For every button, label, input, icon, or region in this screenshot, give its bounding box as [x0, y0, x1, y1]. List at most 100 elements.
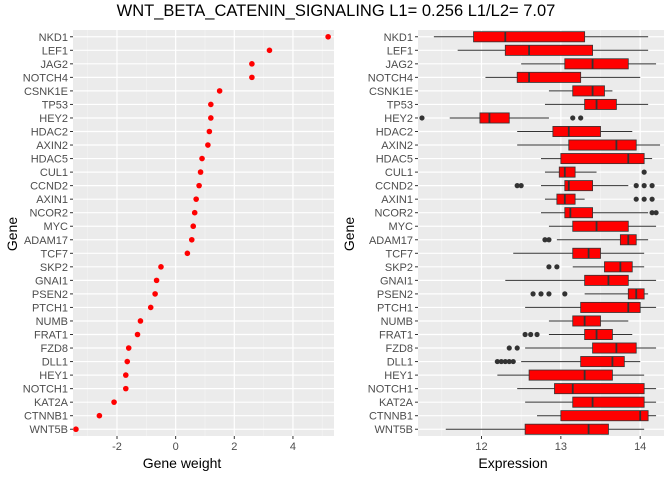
- y-tick-label: DLL1: [42, 357, 68, 369]
- outlier-point: [570, 115, 576, 121]
- y-tick-label: MYC: [389, 221, 414, 233]
- box-plot: [548, 220, 657, 232]
- box-plot: [514, 180, 655, 192]
- data-point: [158, 264, 164, 270]
- data-point: [249, 61, 255, 67]
- box-plot: [497, 369, 645, 381]
- data-point: [216, 88, 223, 94]
- box-iqr: [528, 369, 613, 381]
- box-iqr: [558, 166, 576, 178]
- y-tick-label: JAG2: [40, 59, 68, 71]
- box-iqr: [516, 71, 582, 83]
- outlier-point: [528, 331, 534, 338]
- y-tick-label: HDAC5: [31, 154, 68, 166]
- outlier-point: [649, 210, 655, 216]
- data-point: [184, 250, 191, 257]
- box-iqr: [572, 247, 601, 259]
- data-point: [206, 128, 213, 135]
- box-plot: [537, 410, 657, 422]
- box-plot: [525, 301, 657, 313]
- outlier-point: [653, 210, 659, 216]
- outlier-point: [514, 183, 520, 189]
- box-plot: [517, 126, 633, 137]
- chart-title: WNT_BETA_CATENIN_SIGNALING L1= 0.256 L1/…: [116, 2, 556, 20]
- box-plot: [419, 112, 584, 124]
- data-point: [199, 155, 205, 162]
- y-tick-label: CTNNB1: [369, 411, 413, 423]
- x-tick-label: 12: [475, 441, 487, 453]
- box-plot: [548, 315, 629, 327]
- box-iqr: [604, 261, 633, 273]
- y-tick-label: TP53: [42, 99, 68, 111]
- y-tick-label: HDAC2: [376, 127, 413, 139]
- y-tick-label: CSNK1E: [369, 86, 413, 98]
- outlier-point: [633, 183, 639, 189]
- outlier-point: [546, 237, 552, 243]
- outlier-point: [419, 115, 425, 121]
- y-tick-label: AXIN2: [381, 140, 413, 152]
- outlier-point: [530, 291, 536, 297]
- box-plot: [505, 274, 657, 286]
- box-plot: [546, 261, 645, 273]
- data-point: [147, 304, 154, 311]
- y-tick-label: CUL1: [385, 167, 413, 179]
- outlier-point: [641, 183, 647, 189]
- box-plot: [522, 329, 633, 340]
- y-tick-label: HEY1: [384, 370, 413, 382]
- box-iqr: [560, 153, 645, 165]
- y-tick-label: NKD1: [39, 32, 68, 44]
- y-tick-label: KAT2A: [34, 397, 69, 409]
- box-plot: [544, 98, 649, 110]
- y-tick-label: TP53: [387, 99, 413, 111]
- data-point: [153, 277, 160, 284]
- y-tick-label: NOTCH1: [368, 384, 413, 396]
- outlier-point: [510, 358, 516, 365]
- outlier-point: [522, 331, 528, 338]
- box-iqr: [572, 85, 605, 97]
- box-plot: [525, 396, 657, 408]
- outlier-point: [578, 115, 584, 121]
- outlier-point: [562, 291, 568, 297]
- box-iqr: [580, 356, 625, 368]
- data-point: [124, 358, 131, 365]
- y-tick-label: WNT5B: [30, 424, 69, 436]
- box-plot: [517, 383, 657, 395]
- box-iqr: [473, 31, 586, 43]
- data-point: [137, 318, 144, 324]
- y-tick-label: SKP2: [385, 262, 413, 274]
- data-point: [152, 291, 158, 297]
- box-plot: [433, 31, 649, 43]
- box-iqr: [592, 342, 637, 354]
- y-tick-label: NUMB: [36, 316, 68, 328]
- y-tick-label: HDAC5: [376, 154, 413, 166]
- y-tick-label: DLL1: [387, 357, 413, 369]
- data-point: [249, 74, 255, 81]
- y-tick-label: HEY1: [39, 370, 68, 382]
- y-tick-label: SKP2: [40, 262, 68, 274]
- box-iqr: [560, 410, 649, 422]
- data-point: [191, 209, 198, 216]
- box-iqr: [584, 329, 613, 340]
- outlier-point: [554, 264, 560, 270]
- y-tick-label: TCF7: [386, 248, 414, 260]
- y-tick-label: FZD8: [386, 343, 414, 355]
- y-tick-label: NOTCH4: [23, 72, 68, 84]
- box-iqr: [554, 383, 645, 395]
- box-iqr: [504, 44, 593, 56]
- box-plot: [521, 58, 657, 70]
- data-point: [96, 412, 103, 419]
- outlier-point: [502, 358, 508, 365]
- box-iqr: [552, 126, 601, 137]
- outlier-point: [538, 291, 544, 297]
- data-point: [193, 196, 199, 202]
- y-tick-label: ADAM17: [24, 235, 68, 247]
- y-tick-label: GNAI1: [35, 275, 68, 287]
- box-iqr: [580, 301, 641, 313]
- box-iqr: [572, 315, 601, 327]
- outlier-point: [534, 331, 540, 338]
- data-point: [134, 331, 141, 338]
- y-tick-label: AXIN1: [381, 194, 413, 206]
- y-tick-label: CCND2: [375, 181, 413, 193]
